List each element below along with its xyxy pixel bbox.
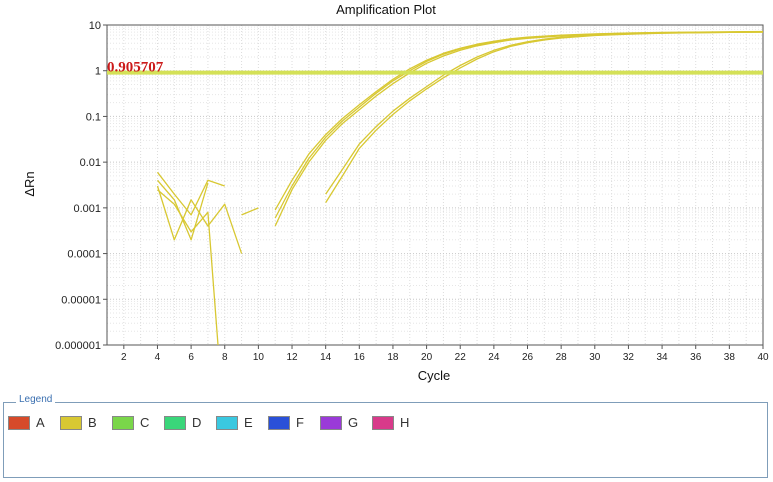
x-tick-label: 6 [188,352,194,363]
threshold-label: 0.905707 [107,60,164,76]
amplification-plot: Amplification Plot Cycle ΔRn 2 4 6 8 10 12 14 1… [22,2,769,383]
legend-item[interactable]: G [320,415,372,430]
plot-area [106,24,764,346]
legend-label: C [140,415,150,430]
x-tick-label: 8 [222,352,228,363]
legend-item[interactable]: E [216,415,268,430]
legend-item[interactable]: B [60,415,112,430]
legend-item[interactable]: C [112,415,164,430]
x-tick-label: 24 [488,352,500,363]
series-line [325,31,764,203]
legend-swatch [268,415,290,430]
x-tick-label: 26 [522,352,534,363]
x-tick-label: 40 [757,352,769,363]
y-tick-label: 0.00001 [61,294,101,306]
legend-label: A [36,415,45,430]
legend-item[interactable]: D [164,415,216,430]
x-tick-label: 32 [623,352,635,363]
legend-label: D [192,415,202,430]
legend-swatch [60,415,82,430]
legend: Legend A B C D E F G H [3,394,768,478]
x-tick-label: 18 [387,352,399,363]
legend-item[interactable]: A [8,415,60,430]
y-tick-label: 0.001 [73,203,101,215]
chart-title: Amplification Plot [336,2,436,17]
series-line [241,207,259,216]
legend-label: H [400,415,410,430]
x-tick-label: 2 [121,352,127,363]
x-axis-label: Cycle [418,368,451,383]
series-line [156,171,225,216]
legend-label: E [244,415,253,430]
legend-swatch [8,415,30,430]
y-tick-label: 0.000001 [55,340,101,352]
legend-swatch [372,415,394,430]
legend-label: G [348,415,359,430]
legend-title: Legend [16,394,56,405]
legend-items: A B C D E F G H [8,415,424,430]
y-tick-label: 1 [95,66,101,78]
y-tick-label: 0.01 [80,157,101,169]
legend-item[interactable]: F [268,415,320,430]
axis-ticks: 2 4 6 8 10 12 14 16 18 20 22 24 26 28 30 32 34 36 38 401010… [55,20,769,363]
x-tick-label: 22 [455,352,467,363]
legend-item[interactable]: H [372,415,424,430]
series-line [157,189,219,346]
x-tick-label: 38 [724,352,736,363]
x-tick-label: 30 [589,352,601,363]
x-tick-label: 4 [155,352,161,363]
legend-label: F [296,415,304,430]
legend-swatch [112,415,134,430]
x-tick-label: 12 [286,352,298,363]
legend-label: B [88,415,97,430]
y-tick-label: 10 [89,20,101,32]
x-tick-label: 16 [354,352,366,363]
y-tick-label: 0.0001 [67,249,101,261]
x-tick-label: 36 [690,352,702,363]
x-tick-label: 20 [421,352,433,363]
x-tick-label: 14 [320,352,332,363]
series-line [274,31,764,227]
x-tick-label: 10 [253,352,265,363]
series-lines [156,30,764,346]
legend-swatch [216,415,238,430]
series-line [274,31,764,219]
x-tick-label: 28 [556,352,568,363]
y-tick-label: 0.1 [86,111,101,123]
legend-swatch [320,415,342,430]
series-line [157,179,209,241]
threshold: 0.905707 [107,60,763,76]
y-axis-label: ΔRn [22,171,37,196]
x-tick-label: 34 [657,352,669,363]
legend-swatch [164,415,186,430]
